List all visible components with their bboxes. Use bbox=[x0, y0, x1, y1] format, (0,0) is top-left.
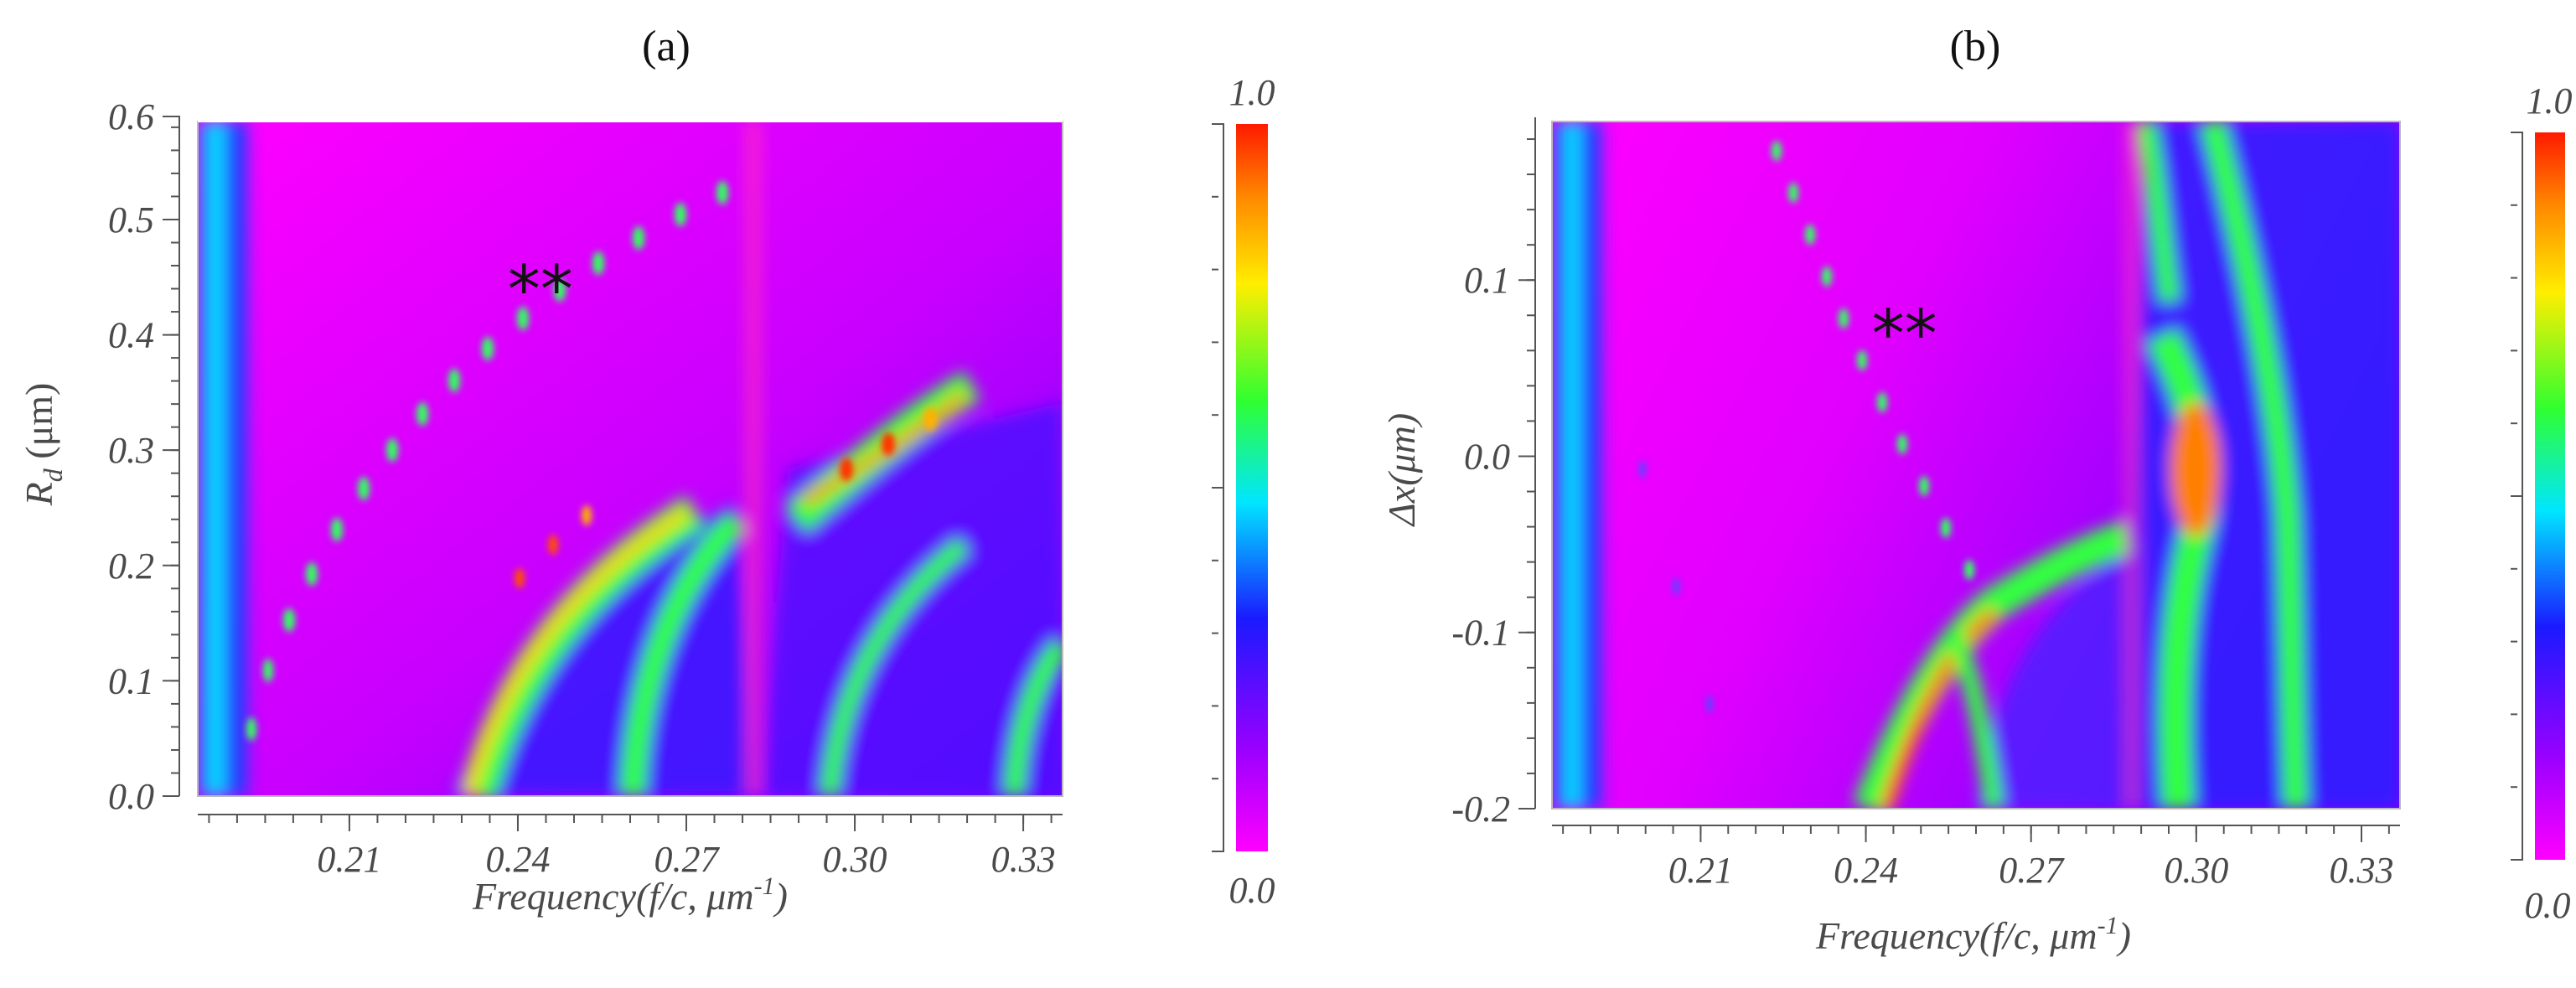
panel-b-x-tick-labels: 0.21 0.24 0.27 0.30 0.33 bbox=[1668, 850, 2394, 891]
x-tick-label: 0.30 bbox=[823, 839, 887, 880]
y-tick-label: 0.1 bbox=[1464, 260, 1510, 301]
y-tick-label: -0.1 bbox=[1451, 613, 1510, 654]
panel-a-label: (a) bbox=[642, 23, 691, 70]
x-tick-label: 0.27 bbox=[654, 839, 721, 880]
colorbar-a: 1.0 0.0 bbox=[1212, 72, 1275, 911]
panel-a-y-axis-title: Rd (μm) bbox=[18, 383, 68, 507]
colorbar-b-gradient bbox=[2535, 132, 2565, 860]
y-tick-label: 0.6 bbox=[108, 96, 154, 137]
panel-a-heatmap bbox=[198, 122, 1063, 796]
x-tick-label: 0.24 bbox=[485, 839, 550, 880]
colorbar-a-max-label: 1.0 bbox=[1229, 72, 1275, 113]
colorbar-b-min-label: 0.0 bbox=[2525, 885, 2571, 926]
x-tick-label: 0.21 bbox=[1668, 850, 1733, 891]
panel-b: (b) bbox=[1380, 23, 2401, 957]
panel-b-x-ticks bbox=[1562, 825, 2390, 842]
y-tick-label: -0.2 bbox=[1451, 789, 1510, 830]
x-tick-label: 0.27 bbox=[1999, 850, 2065, 891]
panel-b-y-ticks bbox=[1518, 138, 1535, 810]
panel-a-x-axis-title: Frequency(f/c, μm-1) bbox=[472, 872, 788, 918]
colorbar-a-min-label: 0.0 bbox=[1229, 870, 1275, 911]
colorbar-a-gradient bbox=[1236, 124, 1268, 851]
panel-a-x-ticks bbox=[208, 815, 1053, 831]
y-tick-label: 0.0 bbox=[1464, 436, 1510, 477]
y-tick-label: 0.2 bbox=[108, 546, 154, 587]
x-tick-label: 0.24 bbox=[1834, 850, 1898, 891]
x-tick-label: 0.33 bbox=[991, 839, 1056, 880]
colorbar-b: 1.0 0.0 bbox=[2511, 80, 2573, 926]
panel-b-frame bbox=[1551, 121, 2401, 810]
panel-b-heatmap bbox=[1552, 122, 2400, 809]
x-tick-label: 0.30 bbox=[2164, 850, 2228, 891]
panel-a-y-tick-labels: 0.0 0.1 0.2 0.3 0.4 0.5 0.6 bbox=[108, 96, 154, 817]
y-tick-label: 0.1 bbox=[108, 660, 154, 701]
panel-b-annotation: ** bbox=[1872, 297, 1937, 372]
panel-b-label: (b) bbox=[1950, 23, 2001, 70]
panel-b-y-tick-labels: 0.1 0.0 -0.1 -0.2 bbox=[1451, 260, 1510, 830]
panel-a-x-tick-labels: 0.21 0.24 0.27 0.30 0.33 bbox=[317, 839, 1055, 880]
panel-b-x-axis-title: Frequency(f/c, μm-1) bbox=[1815, 912, 2131, 957]
y-tick-label: 0.5 bbox=[108, 199, 154, 241]
y-tick-label: 0.0 bbox=[108, 776, 154, 817]
colorbar-b-max-label: 1.0 bbox=[2527, 80, 2573, 122]
y-tick-label: 0.3 bbox=[108, 430, 154, 471]
panel-a-y-ticks bbox=[163, 116, 179, 797]
y-tick-label: 0.4 bbox=[108, 315, 154, 356]
panel-a-annotation: ** bbox=[508, 253, 573, 328]
panel-a: (a) bbox=[18, 23, 1063, 918]
x-tick-label: 0.21 bbox=[317, 839, 381, 880]
panel-b-y-axis-title: Δx(μm) bbox=[1380, 413, 1423, 527]
x-tick-label: 0.33 bbox=[2330, 850, 2394, 891]
